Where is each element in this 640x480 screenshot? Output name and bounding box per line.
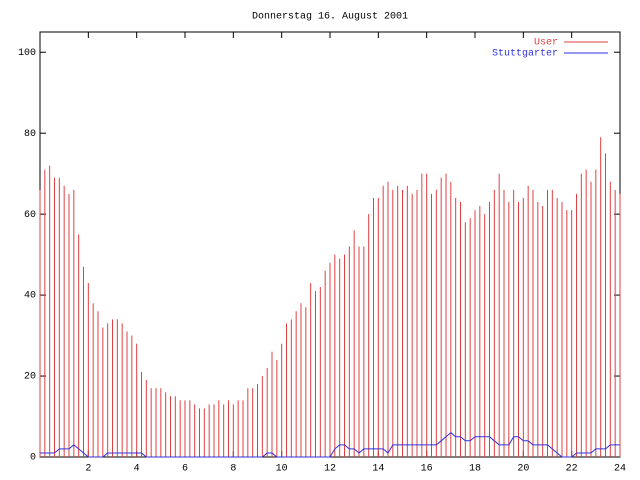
y-tick-label: 20	[24, 372, 36, 383]
x-tick-label: 6	[182, 464, 188, 475]
x-tick-label: 10	[276, 464, 288, 475]
y-tick-label: 40	[24, 291, 36, 302]
legend-label: Stuttgarter	[492, 49, 558, 60]
x-tick-label: 16	[421, 464, 433, 475]
x-tick-label: 12	[324, 464, 336, 475]
x-tick-label: 2	[85, 464, 91, 475]
y-tick-label: 0	[30, 453, 36, 464]
x-tick-label: 22	[566, 464, 578, 475]
x-tick-label: 24	[614, 464, 626, 475]
x-tick-label: 14	[372, 464, 384, 475]
y-tick-label: 80	[24, 129, 36, 140]
x-tick-label: 8	[230, 464, 236, 475]
y-tick-label: 60	[24, 210, 36, 221]
x-tick-label: 18	[469, 464, 481, 475]
y-tick-label: 100	[18, 48, 36, 59]
chart-title: Donnerstag 16. August 2001	[252, 12, 408, 23]
series-line	[40, 432, 620, 458]
legend-label: User	[534, 38, 558, 49]
x-tick-label: 4	[134, 464, 140, 475]
x-tick-label: 20	[517, 464, 529, 475]
